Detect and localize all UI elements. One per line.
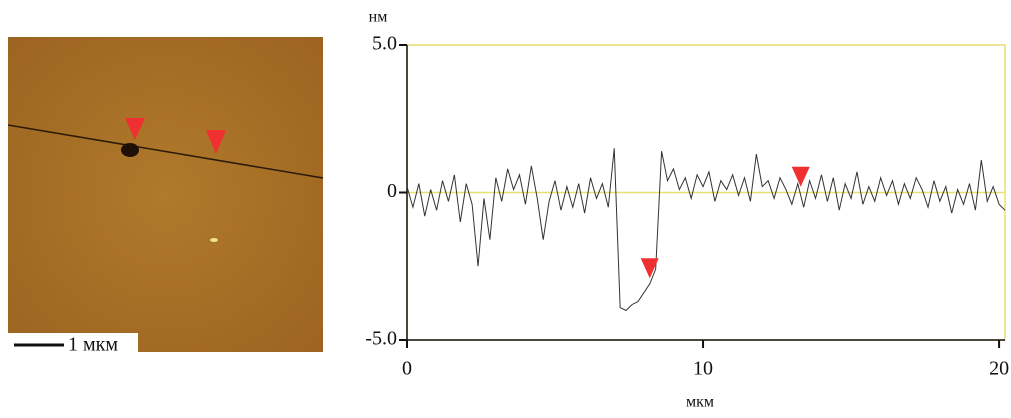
scan-line [7, 124, 324, 179]
defect [121, 143, 139, 157]
y-tick-label: 0 [387, 180, 397, 202]
y-tick-label: 5.0 [372, 33, 397, 55]
y-axis-label: нм [369, 9, 388, 26]
profile-line [406, 148, 1006, 312]
image-marker [125, 118, 145, 140]
profile-marker [791, 166, 810, 187]
scale-bar-label: 1 мкм [68, 334, 118, 356]
x-axis-label: мкм [686, 394, 714, 411]
y-tick-label: -5.0 [365, 328, 397, 350]
x-tick-label: 0 [402, 358, 412, 380]
particle [210, 238, 218, 242]
x-tick-label: 10 [693, 358, 713, 380]
x-tick-label: 20 [989, 358, 1009, 380]
image-marker [206, 130, 226, 154]
profile-marker [640, 258, 659, 279]
afm-image [8, 37, 323, 352]
